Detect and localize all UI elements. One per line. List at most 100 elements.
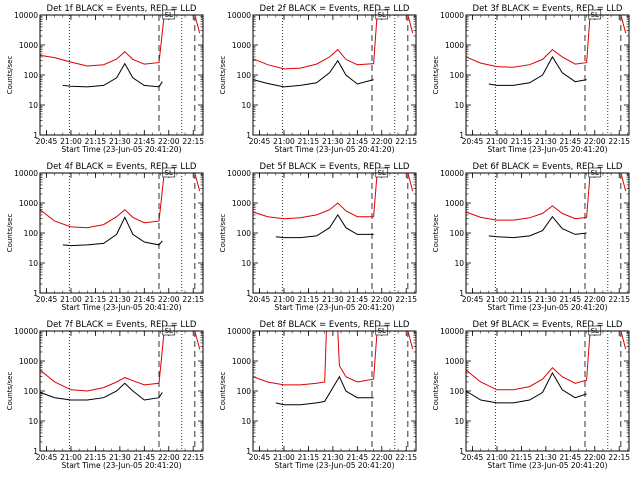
x-tick-label: 21:45 <box>560 137 582 146</box>
y-axis-label: Counts/sec <box>6 372 14 411</box>
x-tick-label: 22:00 <box>158 453 180 462</box>
x-tick-label: 22:00 <box>371 137 393 146</box>
x-axis-label: Start Time (23-Jun-05 20:41:20) <box>275 145 395 154</box>
series-events-line <box>62 216 163 247</box>
x-tick-label: 21:30 <box>535 295 557 304</box>
x-tick-label: 21:15 <box>511 295 533 304</box>
x-tick-label: 20:45 <box>36 295 58 304</box>
x-tick-label: 21:15 <box>298 453 320 462</box>
detector-panel-8: Det 8f BLACK = Events, RED = LLD Counts/s… <box>219 320 417 470</box>
series-events-line <box>62 62 163 88</box>
panel-title: Det 2f BLACK = Events, RED = LLD <box>260 4 410 14</box>
y-tick-label: 10 <box>28 259 38 268</box>
x-tick-label: 21:30 <box>322 137 344 146</box>
y-tick-label: 10 <box>454 417 464 426</box>
y-axis-label: Counts/sec <box>6 214 14 253</box>
plot-frame <box>252 330 417 452</box>
y-tick-label: 1000 <box>232 357 251 366</box>
series-lld-line <box>465 172 627 221</box>
x-tick-label: 22:00 <box>584 295 606 304</box>
x-tick-label: 21:15 <box>298 137 320 146</box>
x-tick-label: 20:45 <box>36 453 58 462</box>
panel-title: Det 5f BLACK = Events, RED = LLD <box>260 162 410 172</box>
y-tick-label: 10000 <box>14 169 38 178</box>
detector-panel-6: Det 6f BLACK = Events, RED = LLD Counts/s… <box>432 162 630 312</box>
detector-panel-9: Det 9f BLACK = Events, RED = LLD Counts/s… <box>432 320 630 470</box>
y-tick-label: 100 <box>24 387 39 396</box>
series-lld-line <box>465 330 627 391</box>
y-tick-label: 1000 <box>445 41 464 50</box>
y-tick-label: 10000 <box>440 169 464 178</box>
y-tick-label: 10000 <box>227 169 251 178</box>
y-tick-label: 1 <box>246 289 251 298</box>
series-lld-line <box>252 330 414 386</box>
x-tick-label: 20:45 <box>249 295 271 304</box>
series-lld-line <box>39 14 201 67</box>
detector-panel-7: Det 7f BLACK = Events, RED = LLD Counts/s… <box>6 320 204 470</box>
x-axis-label: Start Time (23-Jun-05 20:41:20) <box>488 303 608 312</box>
x-tick-label: 20:45 <box>462 295 484 304</box>
x-tick-label: 21:00 <box>486 453 508 462</box>
x-tick-label: 22:00 <box>371 453 393 462</box>
series-events-line <box>252 59 374 88</box>
x-tick-label: 22:15 <box>395 453 417 462</box>
series-lld-line <box>465 14 627 68</box>
x-tick-label: 21:15 <box>85 453 107 462</box>
x-tick-label: 21:00 <box>60 137 82 146</box>
series-lld-line <box>252 14 414 70</box>
y-tick-label: 1000 <box>445 199 464 208</box>
series-events-line <box>465 371 587 404</box>
x-tick-label: 20:45 <box>249 453 271 462</box>
series-lld-line <box>39 172 201 229</box>
x-tick-label: 21:45 <box>560 453 582 462</box>
x-axis-label: Start Time (23-Jun-05 20:41:20) <box>62 461 182 470</box>
y-axis-label: Counts/sec <box>432 372 440 411</box>
y-tick-label: 1000 <box>19 357 38 366</box>
y-tick-label: 1 <box>459 131 464 140</box>
y-tick-label: 10000 <box>440 327 464 336</box>
y-axis-label: Counts/sec <box>219 214 227 253</box>
y-tick-label: 100 <box>450 387 465 396</box>
panel-title: Det 7f BLACK = Events, RED = LLD <box>47 320 197 330</box>
y-tick-label: 100 <box>450 71 465 80</box>
x-tick-label: 21:00 <box>273 453 295 462</box>
x-tick-label: 21:00 <box>486 137 508 146</box>
plot-frame <box>39 14 204 136</box>
y-tick-label: 1 <box>246 131 251 140</box>
x-tick-label: 20:45 <box>462 453 484 462</box>
plot-frame <box>465 172 630 294</box>
y-tick-label: 10 <box>28 417 38 426</box>
y-tick-label: 100 <box>24 229 39 238</box>
y-tick-label: 100 <box>450 229 465 238</box>
x-tick-label: 21:15 <box>85 137 107 146</box>
y-tick-label: 1 <box>246 447 251 456</box>
x-tick-label: 21:30 <box>535 453 557 462</box>
y-axis-label: Counts/sec <box>219 56 227 95</box>
y-axis-label: Counts/sec <box>6 56 14 95</box>
x-axis-label: Start Time (23-Jun-05 20:41:20) <box>275 461 395 470</box>
x-tick-label: 21:45 <box>560 295 582 304</box>
x-tick-label: 21:15 <box>511 137 533 146</box>
y-tick-label: 1 <box>33 289 38 298</box>
x-tick-label: 21:00 <box>486 295 508 304</box>
x-tick-label: 22:15 <box>182 453 204 462</box>
x-axis-label: Start Time (23-Jun-05 20:41:20) <box>62 145 182 154</box>
y-tick-label: 1000 <box>19 41 38 50</box>
x-tick-label: 21:00 <box>60 453 82 462</box>
y-axis-label: Counts/sec <box>432 214 440 253</box>
y-tick-label: 1 <box>33 131 38 140</box>
x-tick-label: 20:45 <box>249 137 271 146</box>
x-tick-label: 21:45 <box>347 453 369 462</box>
detector-panel-5: Det 5f BLACK = Events, RED = LLD Counts/s… <box>219 162 417 312</box>
x-tick-label: 22:15 <box>395 295 417 304</box>
x-tick-label: 21:30 <box>535 137 557 146</box>
x-tick-label: 21:30 <box>109 137 131 146</box>
panel-title: Det 6f BLACK = Events, RED = LLD <box>473 162 623 172</box>
y-tick-label: 1000 <box>445 357 464 366</box>
x-tick-label: 21:15 <box>511 453 533 462</box>
series-lld-line <box>252 172 414 220</box>
series-events-line <box>275 375 374 406</box>
y-tick-label: 10 <box>241 259 251 268</box>
x-axis-label: Start Time (23-Jun-05 20:41:20) <box>488 461 608 470</box>
